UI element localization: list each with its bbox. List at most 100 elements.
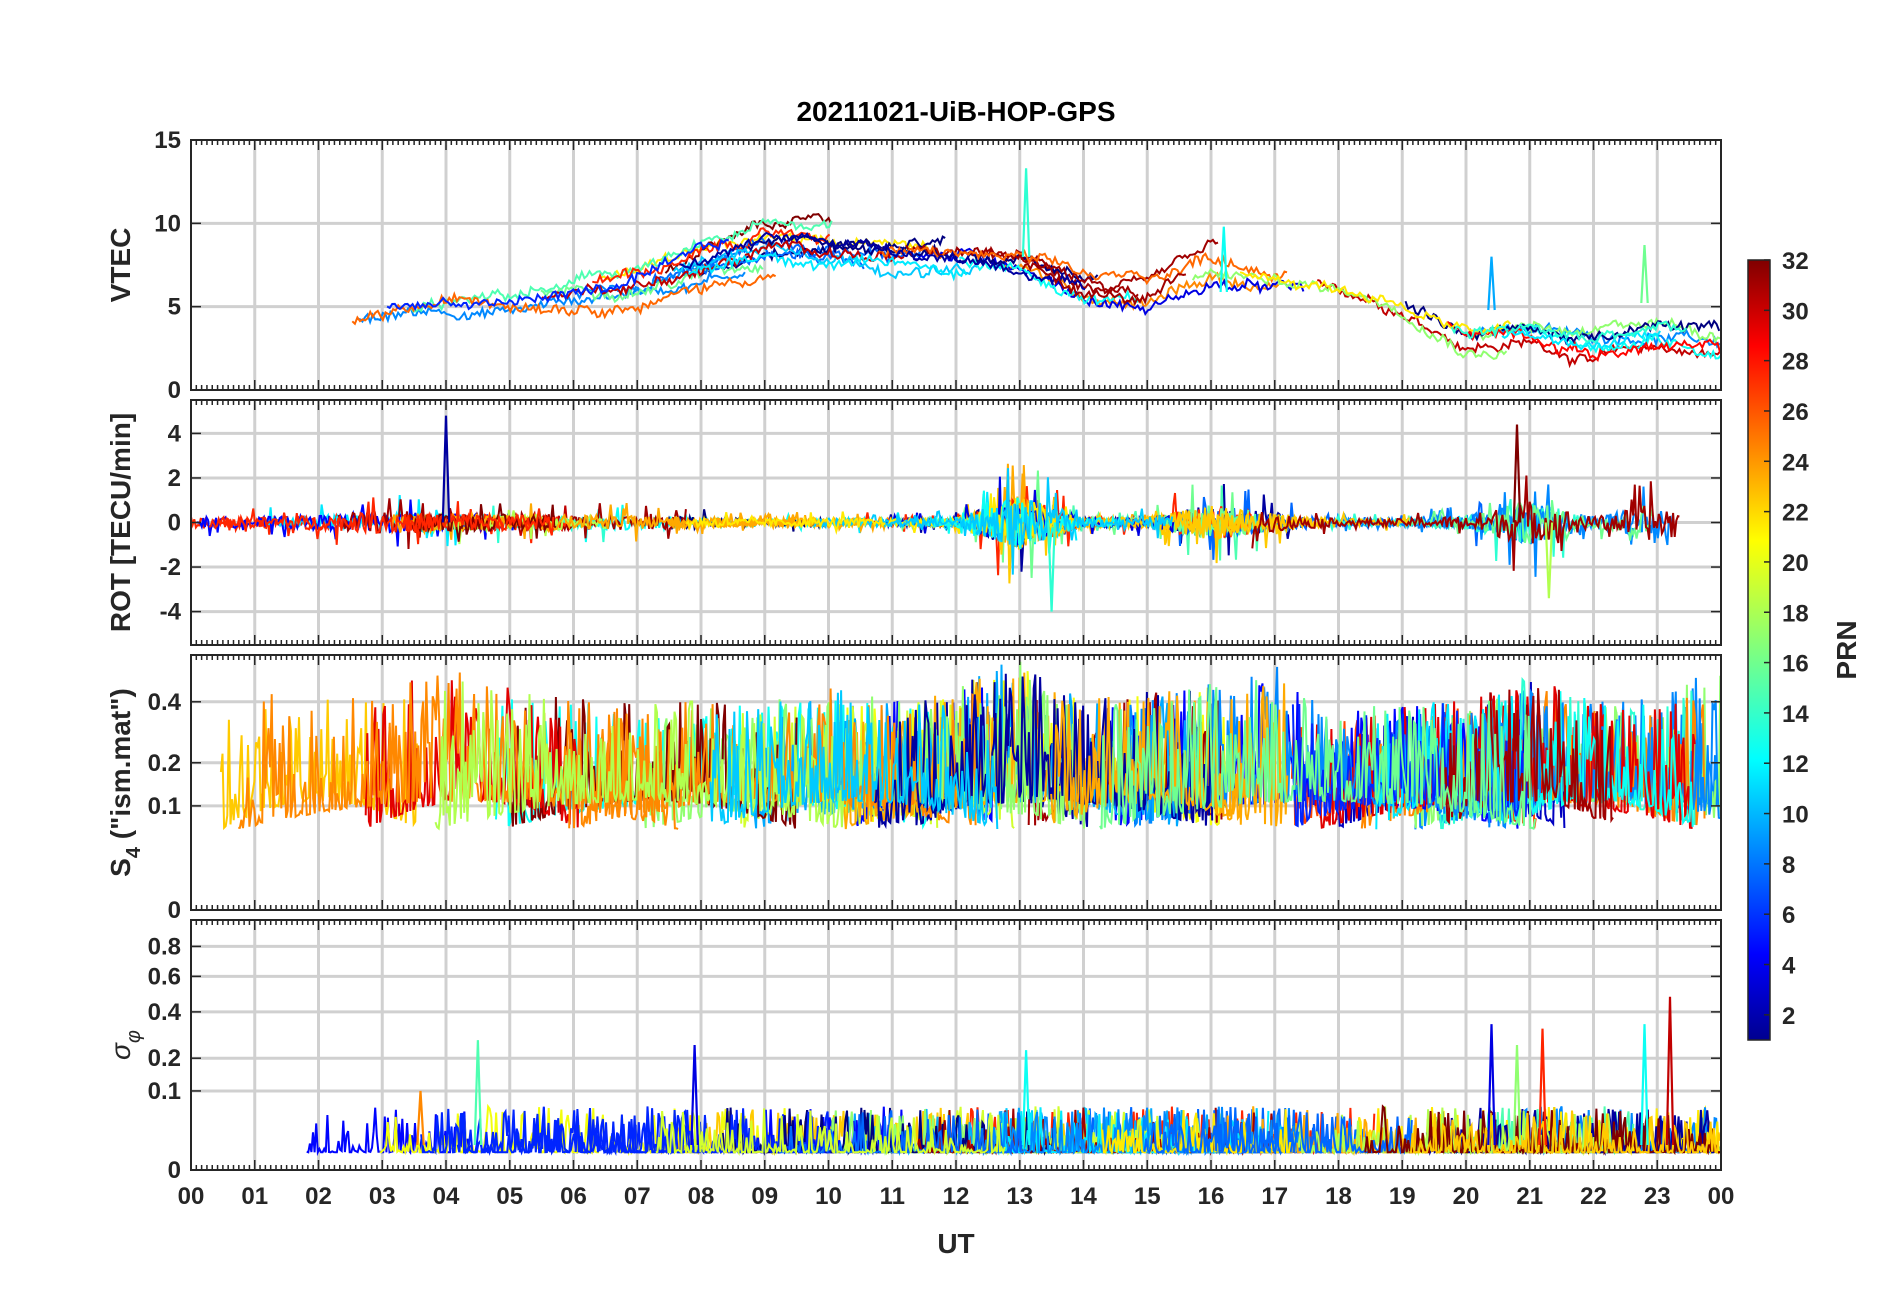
series-line xyxy=(1407,500,1654,544)
colorbar-tick-label: 6 xyxy=(1782,902,1795,929)
series-spike xyxy=(690,1044,699,1146)
colorbar-tick-label: 20 xyxy=(1782,550,1809,577)
x-minor-ticks xyxy=(190,655,1722,910)
series-spike xyxy=(416,1090,425,1146)
series-line xyxy=(1450,320,1688,343)
y-axis-label-rot: ROT [TECU/min] xyxy=(105,413,136,632)
y-tick-label: 0.1 xyxy=(148,793,181,820)
series-line xyxy=(1050,693,1250,825)
series-line xyxy=(1502,691,1694,827)
y-tick-label: -2 xyxy=(160,554,181,581)
y-tick-label: 4 xyxy=(168,420,182,447)
x-tick-label: 22 xyxy=(1580,1183,1607,1210)
x-tick-label: 10 xyxy=(815,1183,842,1210)
series-line xyxy=(913,247,1305,316)
x-tick-label: 21 xyxy=(1516,1183,1543,1210)
x-tick-label: 05 xyxy=(496,1183,523,1210)
series-spike xyxy=(1487,1024,1496,1146)
y-tick-label: 0.8 xyxy=(148,933,181,960)
x-tick-label: 00 xyxy=(178,1183,205,1210)
series-line xyxy=(351,273,777,326)
x-tick-label: 08 xyxy=(688,1183,715,1210)
series-rot xyxy=(191,415,1680,612)
series-line xyxy=(1446,320,1721,363)
x-tick-label: 19 xyxy=(1389,1183,1416,1210)
x-tick-label: 18 xyxy=(1325,1183,1352,1210)
series-line xyxy=(1291,701,1529,828)
colorbar-tick-label: 30 xyxy=(1782,298,1809,325)
x-tick-label: 23 xyxy=(1644,1183,1671,1210)
y-axis-label-s4: S4 ("ism.mat") xyxy=(105,688,145,877)
y-tick-label: -4 xyxy=(160,599,182,626)
colorbar-tick-label: 8 xyxy=(1782,852,1795,879)
x-minor-ticks xyxy=(190,920,1722,1170)
colorbar-tick-label: 14 xyxy=(1782,701,1809,728)
series-spike xyxy=(1640,244,1649,304)
y-tick-label: 0 xyxy=(168,377,181,404)
colorbar-tick-label: 22 xyxy=(1782,500,1809,527)
y-tick-label: 0.4 xyxy=(148,689,182,716)
y-label-rest: ("ism.mat") xyxy=(105,688,136,847)
series-spike xyxy=(1512,424,1522,523)
series-line xyxy=(1021,262,1187,306)
x-tick-label: 01 xyxy=(241,1183,268,1210)
colorbar-tick-label: 12 xyxy=(1782,751,1809,778)
series-line xyxy=(709,690,999,830)
series-line xyxy=(687,251,968,282)
x-tick-label: 14 xyxy=(1070,1183,1097,1210)
x-tick-label: 04 xyxy=(433,1183,460,1210)
colorbar-tick-label: 4 xyxy=(1782,953,1796,980)
series-spike xyxy=(441,415,451,523)
x-tick-label: 12 xyxy=(943,1183,970,1210)
x-tick-label: 13 xyxy=(1006,1183,1033,1210)
series-spike xyxy=(1538,1028,1547,1146)
series-line xyxy=(679,231,1086,291)
y-tick-label: 0.4 xyxy=(148,999,182,1026)
y-axis-label-sigma_phi: σφ xyxy=(105,1030,145,1060)
series-line xyxy=(456,1106,831,1156)
series-line xyxy=(1409,1106,1721,1155)
colorbar-label: PRN xyxy=(1831,620,1862,679)
y-label-sub: φ xyxy=(123,1030,145,1043)
series-line xyxy=(540,263,764,304)
colorbar-tick-label: 16 xyxy=(1782,651,1809,678)
y-tick-label: 0 xyxy=(168,897,181,924)
x-tick-label: 17 xyxy=(1261,1183,1288,1210)
y-tick-label: 0 xyxy=(168,510,181,537)
series-spike xyxy=(1021,1050,1031,1146)
series-line xyxy=(672,243,978,280)
y-label-main: σ xyxy=(105,1042,136,1060)
x-axis-label: UT xyxy=(937,1228,974,1259)
x-minor-ticks xyxy=(190,140,1722,390)
colorbar-tick-label: 26 xyxy=(1782,399,1809,426)
x-tick-label: 03 xyxy=(369,1183,396,1210)
panel-rot: -4 -2 0 2 4 ROT [TECU/min] xyxy=(105,399,1722,646)
panel-s4: 00.10.20.4S4 ("ism.mat") xyxy=(105,654,1722,924)
series-s4 xyxy=(219,661,1721,831)
x-tick-label: 07 xyxy=(624,1183,651,1210)
series-spike xyxy=(1021,168,1031,258)
series-sigma_phi xyxy=(306,996,1721,1157)
y-tick-label: 10 xyxy=(154,210,181,237)
colorbar-tick-label: 28 xyxy=(1782,349,1809,376)
series-line xyxy=(357,271,746,326)
y-axis-label-vtec: VTEC xyxy=(105,228,136,303)
y-tick-label: 5 xyxy=(168,294,181,321)
series-spike xyxy=(1544,522,1554,599)
x-tick-label: 11 xyxy=(880,1183,905,1210)
x-tick-label: 15 xyxy=(1134,1183,1161,1210)
series-line xyxy=(655,1108,1006,1157)
series-line xyxy=(386,238,730,312)
colorbar-tick-label: 24 xyxy=(1782,449,1809,476)
x-tick-label: 00 xyxy=(1708,1183,1735,1210)
series-line xyxy=(1239,271,1512,336)
y-tick-label: 0.2 xyxy=(148,1045,181,1072)
colorbar-tick-label: 32 xyxy=(1782,248,1809,275)
x-tick-label: 16 xyxy=(1198,1183,1225,1210)
series-spike xyxy=(1219,226,1228,293)
y-tick-label: 2 xyxy=(168,465,181,492)
series-spike xyxy=(1487,256,1496,311)
x-tick-label: 02 xyxy=(305,1183,332,1210)
